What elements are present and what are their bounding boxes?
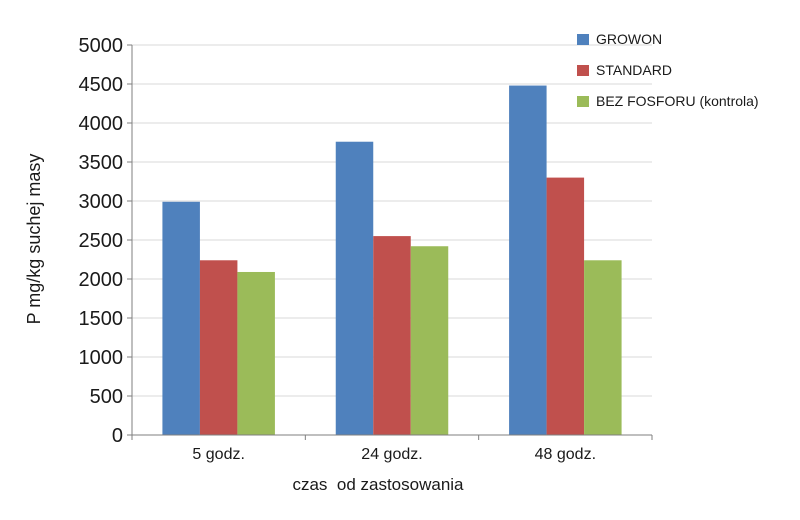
- bars: [162, 85, 622, 435]
- y-tick-label: 2000: [79, 269, 124, 291]
- legend-label: STANDARD: [596, 62, 672, 78]
- legend-swatch: [577, 65, 589, 76]
- axes: [131, 45, 652, 436]
- x-tick-label: 24 godz.: [361, 446, 422, 463]
- bar-bez-2: [410, 246, 449, 435]
- legend: GROWON STANDARD BEZ FOSFORU (kontrola): [577, 31, 759, 109]
- y-tick-label: 1000: [79, 347, 124, 369]
- x-axis-ticks: 5 godz. 24 godz. 48 godz.: [131, 435, 653, 463]
- y-tick-label: 2500: [79, 230, 124, 252]
- bar-standard-3: [546, 177, 585, 435]
- bar-standard-2: [373, 236, 411, 435]
- y-tick-label: 500: [90, 386, 123, 408]
- legend-swatch: [577, 34, 589, 45]
- y-axis-ticks: 0 500 1000 1500 2000 2500 3000 3500 4000 4500 5000: [79, 35, 132, 447]
- y-tick-label: 4000: [79, 113, 124, 135]
- bar-bez-3: [584, 260, 622, 435]
- bar-growon-1: [162, 201, 200, 435]
- y-axis-title: P mg/kg suchej masy: [24, 154, 44, 325]
- x-tick-label: 48 godz.: [535, 446, 596, 463]
- y-tick-label: 0: [112, 425, 123, 447]
- x-tick-label: 5 godz.: [192, 446, 244, 463]
- y-tick-label: 3000: [79, 191, 124, 213]
- legend-swatch: [577, 96, 589, 107]
- bar-growon-3: [509, 85, 547, 435]
- bar-growon-2: [335, 141, 374, 435]
- x-axis-title: czas od zastosowania: [292, 475, 464, 494]
- bar-bez-1: [237, 271, 275, 435]
- bar-standard-1: [199, 260, 238, 435]
- y-tick-label: 4500: [79, 74, 124, 96]
- y-tick-label: 3500: [79, 152, 124, 174]
- y-tick-label: 1500: [79, 308, 124, 330]
- legend-label: GROWON: [596, 31, 662, 47]
- y-tick-label: 5000: [79, 35, 124, 57]
- legend-label: BEZ FOSFORU (kontrola): [596, 93, 759, 109]
